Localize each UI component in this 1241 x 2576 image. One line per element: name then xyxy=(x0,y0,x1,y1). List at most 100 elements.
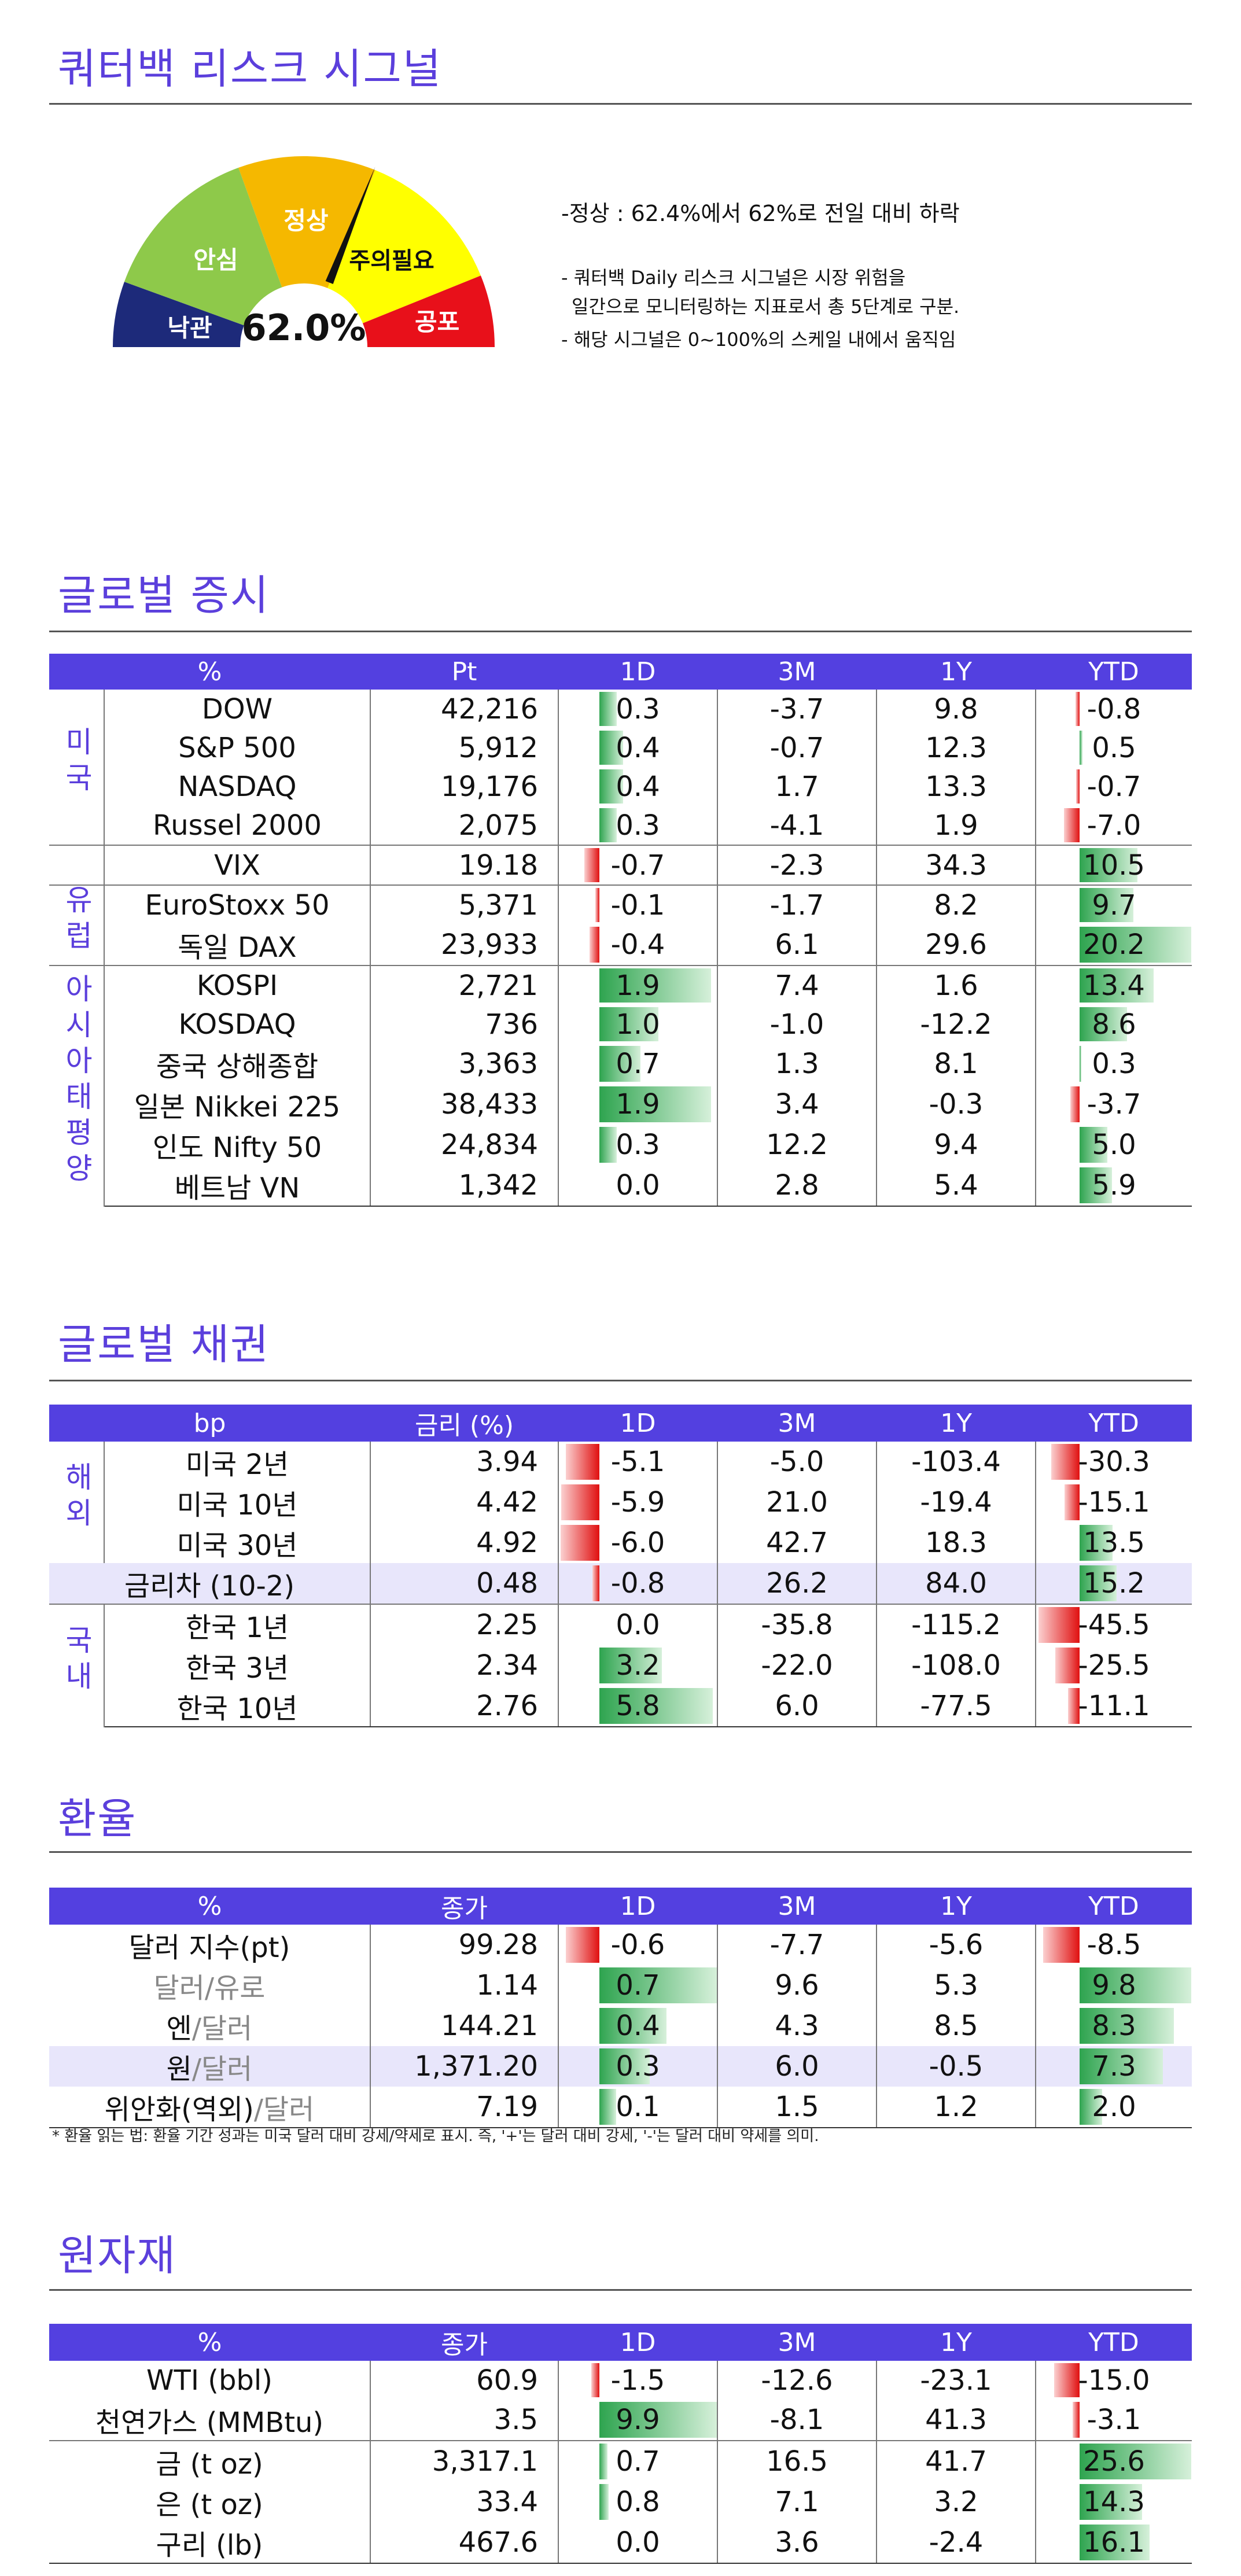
positive-bar xyxy=(599,1688,713,1724)
c3m-cell: 3.6 xyxy=(717,2522,877,2564)
c1d-cell: 0.1 xyxy=(558,2087,718,2128)
table-row: 중국 상해종합 3,363 0.7 1.3 8.1 0.3 xyxy=(49,1044,1192,1084)
cell-value: S&P 500 xyxy=(178,731,296,764)
currency-base: 달러 xyxy=(153,1972,205,2004)
c1y-cell: -0.5 xyxy=(877,2046,1036,2087)
caution-segment xyxy=(327,170,481,323)
num val-cell: 5,912 xyxy=(370,728,559,767)
negative-bar xyxy=(1070,1086,1080,1122)
cell-value: -23.1 xyxy=(920,2364,992,2397)
cell-value: 5.8 xyxy=(616,1690,660,1722)
table-row: 미국 DOW 42,216 0.3 -3.7 9.8 -0.8 xyxy=(49,690,1192,845)
name-cell: WTI (bbl) xyxy=(49,2361,371,2400)
group-text: 국내 xyxy=(60,1625,94,1697)
divider xyxy=(49,631,1192,632)
c1y-cell: -19.4 xyxy=(877,1482,1037,1523)
cell-value: 0.3 xyxy=(1092,1048,1136,1080)
name-cell: EuroStoxx 50 xyxy=(104,885,371,924)
cell-value: 21.0 xyxy=(766,1486,828,1519)
cell-value: -8.1 xyxy=(769,2404,824,2436)
positive-bar xyxy=(599,1086,711,1122)
positive-bar xyxy=(1080,1525,1113,1561)
c1y-cell: 9.4 xyxy=(877,1125,1036,1165)
c3m-cell: -1.0 xyxy=(717,1005,877,1044)
cell-value: 천연가스 (MMBtu) xyxy=(95,2407,324,2439)
cell-value: -0.4 xyxy=(610,928,665,961)
table-row: 금 (t oz) 3,317.1 0.7 16.5 41.7 25.6 xyxy=(49,2440,1192,2482)
cell-value: 26.2 xyxy=(766,1567,828,1600)
ytd-cell: 0.5 xyxy=(1036,728,1192,767)
c1d-cell: 0.3 xyxy=(558,806,718,845)
cell-value: 2.0 xyxy=(1092,2091,1136,2123)
table-row: S&P 500 5,912 0.4 -0.7 12.3 0.5 xyxy=(49,728,1192,767)
c1d-cell: 5.8 xyxy=(558,1686,719,1727)
ytd-cell: 9.8 xyxy=(1036,1965,1192,2006)
c1d-cell: 0.0 xyxy=(558,1604,719,1645)
cell-value: 인도 Nifty 50 xyxy=(152,1132,322,1164)
negative-bar xyxy=(1043,1927,1080,1963)
c3m-cell: -3.7 xyxy=(717,690,877,728)
ytd-cell: -7.0 xyxy=(1036,806,1192,845)
ytd-cell: 2.0 xyxy=(1036,2087,1192,2128)
num val-cell: 42,216 xyxy=(370,690,559,728)
currency-base: 엔 xyxy=(166,2013,192,2045)
cell-value: 9.8 xyxy=(934,692,978,725)
negative-bar xyxy=(595,888,599,922)
cell-value: -0.8 xyxy=(610,1567,665,1600)
cell-value: 8.1 xyxy=(934,1048,978,1080)
c3m-cell: 6.0 xyxy=(717,1686,878,1727)
cell-value: 1.14 xyxy=(476,1969,538,2002)
cell-value: -6.0 xyxy=(610,1527,665,1559)
c1y-cell: -103.4 xyxy=(877,1442,1037,1482)
cell-value: 12.2 xyxy=(766,1129,828,1161)
divider xyxy=(49,1380,1192,1381)
c1d-cell: 0.7 xyxy=(558,1965,718,2006)
table-row: 원/달러 1,371.20 0.3 6.0 -0.5 7.3 xyxy=(49,2046,1192,2087)
cell-value: 13.5 xyxy=(1083,1527,1145,1559)
cell-value: 8.3 xyxy=(1092,2010,1136,2042)
positive-bar xyxy=(1080,1046,1081,1082)
cell-value: -5.1 xyxy=(610,1446,665,1478)
ytd-cell: 13.5 xyxy=(1036,1523,1192,1563)
c3m-cell: 4.3 xyxy=(717,2006,877,2046)
cell-value: 0.3 xyxy=(616,809,660,842)
cell-value: 3,317.1 xyxy=(432,2445,538,2478)
cell-value: 13.3 xyxy=(925,770,987,803)
num val-cell: 467.6 xyxy=(370,2522,559,2564)
cell-value: 2.34 xyxy=(476,1649,539,1682)
group-text: 아시아태평양 xyxy=(60,974,94,1189)
header-1y: 1Y xyxy=(877,2324,1036,2361)
num val-cell: 19.18 xyxy=(370,845,559,885)
cell-value: 41.7 xyxy=(925,2445,987,2478)
cell-value: 9.4 xyxy=(934,1129,978,1161)
c3m-cell: -1.7 xyxy=(717,885,877,924)
gauge-label: 주의필요 xyxy=(349,248,434,274)
cell-value: 29.6 xyxy=(925,928,987,961)
header-ytd: YTD xyxy=(1036,1888,1192,1925)
cell-value: 0.0 xyxy=(616,1609,660,1641)
cell-value: 467.6 xyxy=(458,2526,538,2559)
cell-value: -1.0 xyxy=(769,1008,824,1041)
cell-value: -77.5 xyxy=(920,1690,992,1722)
num val-cell: 2,075 xyxy=(370,806,559,845)
num val-cell: 2.76 xyxy=(370,1686,559,1727)
cell-value: 중국 상해종합 xyxy=(156,1051,319,1083)
num val-cell: 0.48 xyxy=(370,1563,559,1604)
ytd-cell: -0.8 xyxy=(1036,690,1192,728)
c1y-cell: 41.7 xyxy=(877,2440,1036,2482)
c3m-cell: 7.4 xyxy=(717,965,877,1005)
c3m-cell: -22.0 xyxy=(717,1645,878,1686)
positive-bar xyxy=(1080,2048,1163,2084)
name-cell: KOSPI xyxy=(104,965,371,1005)
negative-bar xyxy=(591,2363,599,2397)
cell-value: 2,075 xyxy=(458,809,538,842)
num val-cell: 2.34 xyxy=(370,1645,559,1686)
table-row: 아시아태평양 KOSPI 2,721 1.9 7.4 1.6 13.4 xyxy=(49,965,1192,1206)
cell-value: 7.19 xyxy=(476,2091,538,2123)
negative-bar xyxy=(1054,2363,1080,2397)
num val-cell: 99.28 xyxy=(370,1925,559,1965)
cell-value: 12.3 xyxy=(925,731,987,764)
cell-value: 0.0 xyxy=(616,2526,660,2559)
cell-value: 금리차 (10-2) xyxy=(124,1570,295,1602)
group-label: 국내 xyxy=(49,1604,105,1727)
